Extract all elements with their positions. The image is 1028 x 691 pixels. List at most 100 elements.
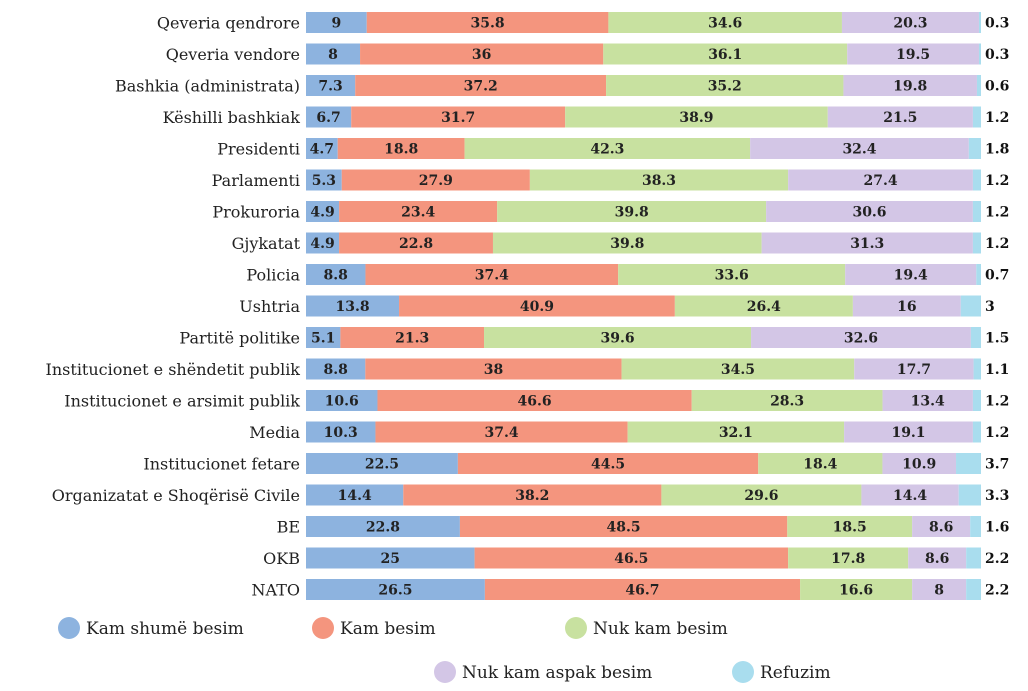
bar-value-label: 46.7 xyxy=(625,583,659,599)
bar-segment xyxy=(788,547,909,569)
bar-segment xyxy=(627,421,845,443)
legend-swatch xyxy=(312,617,334,639)
bar-value-label: 4.9 xyxy=(310,205,334,221)
bar-segment xyxy=(606,75,844,96)
legend-item: Nuk kam besim xyxy=(565,617,728,639)
bar-value-label: 13.8 xyxy=(335,299,369,315)
bar-value-label: 17.8 xyxy=(831,551,865,567)
bar-value-label: 37.2 xyxy=(464,79,498,95)
bar-value-label: 10.6 xyxy=(325,394,359,410)
bar-value-label: 36.1 xyxy=(708,47,742,63)
bar-segment xyxy=(306,516,460,537)
bar-value-label: 27.4 xyxy=(863,173,897,189)
bar-segment xyxy=(970,327,981,348)
bar-segment xyxy=(306,547,475,569)
bar-segment xyxy=(978,12,981,33)
bar-segment xyxy=(766,201,973,222)
category-label: Qeveria vendore xyxy=(166,45,300,64)
bar-segment xyxy=(976,75,981,96)
bar-value-label: 22.5 xyxy=(365,457,399,473)
bar-value-label: 18.5 xyxy=(833,520,867,536)
bar-segment xyxy=(306,138,338,159)
legend-label: Nuk kam besim xyxy=(593,619,728,639)
bar-value-label: 35.2 xyxy=(708,79,742,95)
bar-segment xyxy=(306,232,340,254)
bar-value-label: 26.5 xyxy=(378,583,412,599)
category-label: Policia xyxy=(246,266,300,285)
bar-segment xyxy=(603,43,848,65)
bar-value-label: 21.5 xyxy=(883,110,917,126)
bar-value-label: 33.6 xyxy=(715,268,749,284)
bar-segment xyxy=(861,484,959,506)
bar-value-label: 0.3 xyxy=(985,47,1009,63)
bar-segment xyxy=(970,516,981,537)
legend-item: Refuzim xyxy=(732,661,831,683)
bar-value-label: 22.8 xyxy=(366,520,400,536)
bar-segment xyxy=(306,390,378,411)
bar-segment xyxy=(355,75,607,96)
bar-segment xyxy=(882,453,957,474)
bar-segment xyxy=(306,358,366,380)
category-label: Organizatat e Shoqërisë Civile xyxy=(52,486,300,505)
bar-value-label: 19.8 xyxy=(893,79,927,95)
bar-value-label: 25 xyxy=(381,551,400,567)
legend-item: Nuk kam aspak besim xyxy=(434,661,652,683)
bar-segment xyxy=(845,264,977,285)
bar-value-label: 38.3 xyxy=(642,173,676,189)
category-label: Ushtria xyxy=(239,297,300,316)
bar-segment xyxy=(972,390,981,411)
bar-value-label: 23.4 xyxy=(401,205,435,221)
legend-swatch xyxy=(565,617,587,639)
bar-value-label: 0.7 xyxy=(985,268,1009,284)
bar-value-label: 7.3 xyxy=(318,79,342,95)
bar-value-label: 3.3 xyxy=(985,488,1009,504)
bar-segment xyxy=(306,264,366,285)
bar-value-label: 46.6 xyxy=(518,394,552,410)
bar-segment xyxy=(497,201,767,222)
bar-segment xyxy=(972,232,981,254)
bar-segment xyxy=(306,295,400,317)
bar-segment xyxy=(847,43,979,65)
bar-value-label: 19.1 xyxy=(891,425,925,441)
bar-value-label: 1.2 xyxy=(985,205,1009,221)
bar-segment xyxy=(306,421,376,443)
category-label: Prokuroria xyxy=(212,203,300,222)
bar-value-label: 17.7 xyxy=(897,362,931,378)
bar-value-label: 37.4 xyxy=(475,268,509,284)
bar-value-label: 13.4 xyxy=(911,394,945,410)
bar-segment xyxy=(966,547,981,569)
bar-segment xyxy=(966,579,981,600)
bar-segment xyxy=(365,358,622,380)
bar-segment xyxy=(978,43,981,65)
bar-value-label: 27.9 xyxy=(419,173,453,189)
bar-segment xyxy=(306,453,458,474)
bar-value-label: 35.8 xyxy=(471,16,505,32)
bar-value-label: 5.3 xyxy=(312,173,336,189)
bar-value-label: 8 xyxy=(328,47,338,63)
category-label: Partitë politike xyxy=(179,329,300,348)
bar-value-label: 4.7 xyxy=(310,142,334,158)
bar-segment xyxy=(750,138,969,159)
bar-value-label: 8.8 xyxy=(323,362,347,378)
bar-segment xyxy=(306,201,340,222)
bar-segment xyxy=(972,421,981,443)
bar-value-label: 3 xyxy=(985,299,995,315)
bar-value-label: 1.8 xyxy=(985,142,1009,158)
bar-value-label: 19.4 xyxy=(894,268,928,284)
bar-value-label: 0.6 xyxy=(985,79,1009,95)
bar-segment xyxy=(339,201,498,222)
bar-segment xyxy=(365,264,619,285)
bar-value-label: 31.7 xyxy=(441,110,475,126)
bar-segment xyxy=(339,232,493,254)
bar-segment xyxy=(306,327,341,348)
bar-value-label: 5.1 xyxy=(311,331,335,347)
bar-segment xyxy=(912,516,971,537)
bar-segment xyxy=(841,12,979,33)
category-label: Media xyxy=(249,423,300,442)
bar-value-label: 0.3 xyxy=(985,16,1009,32)
bar-value-label: 20.3 xyxy=(893,16,927,32)
bar-value-label: 32.1 xyxy=(719,425,753,441)
bar-value-label: 42.3 xyxy=(590,142,624,158)
bar-segment xyxy=(337,138,465,159)
bar-segment xyxy=(956,453,981,474)
